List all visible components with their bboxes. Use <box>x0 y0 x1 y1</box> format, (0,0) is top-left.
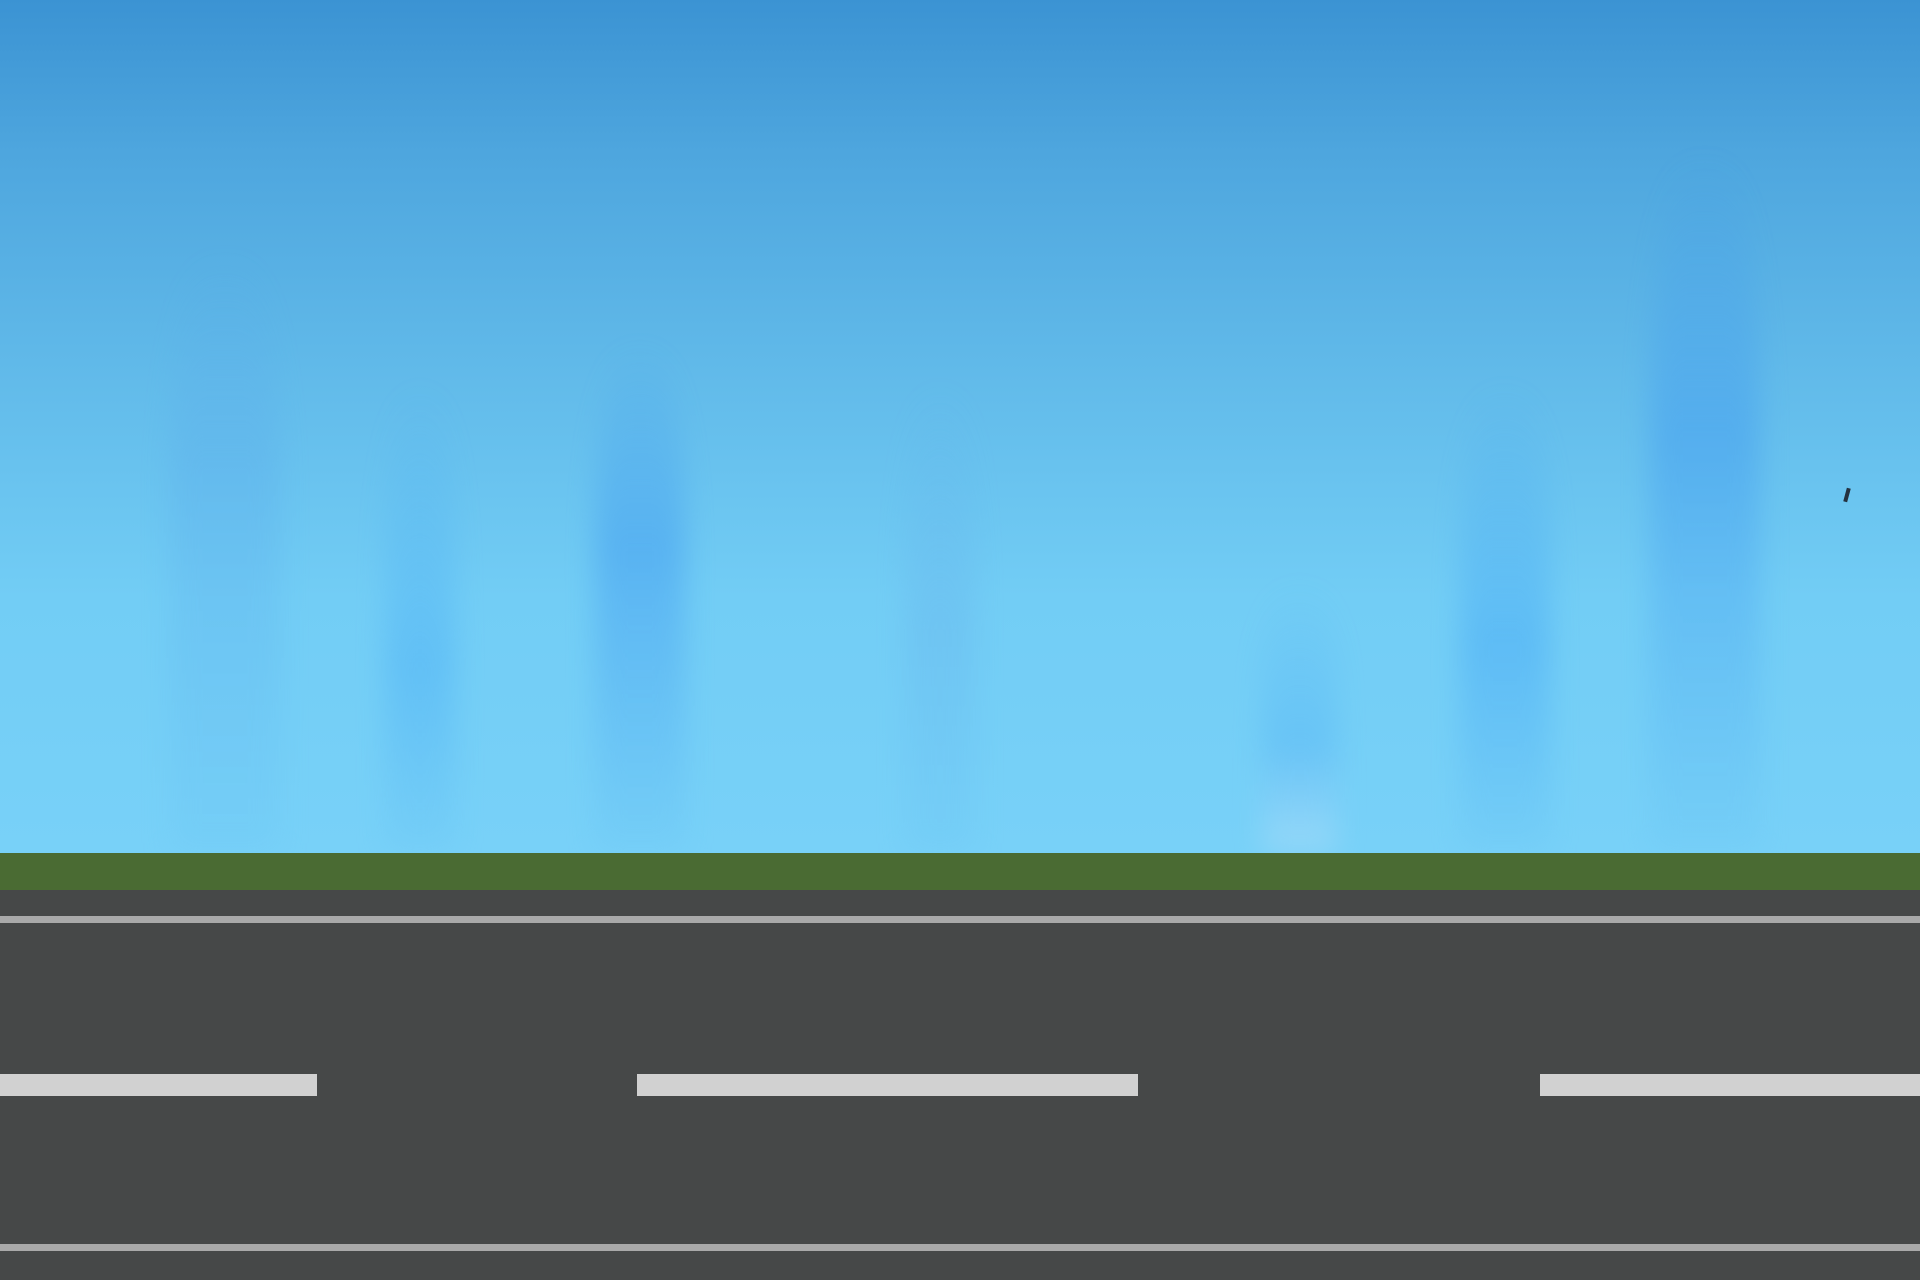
lane-dash <box>1540 1074 1920 1096</box>
distant-building-silhouette <box>1460 383 1550 853</box>
lane-dash <box>0 1074 317 1096</box>
grass-strip <box>0 853 1920 890</box>
sky <box>0 0 1920 853</box>
distant-building-silhouette <box>1650 153 1760 853</box>
lane-dash <box>637 1074 1138 1096</box>
distant-building-silhouette <box>595 343 685 853</box>
distant-building-silhouette <box>1262 583 1337 853</box>
road-edge-line-bottom <box>0 1244 1920 1251</box>
distant-building-silhouette <box>905 383 975 853</box>
road <box>0 890 1920 1280</box>
distant-building-silhouette <box>170 253 280 853</box>
road-edge-line-top <box>0 916 1920 923</box>
bird-icon <box>1843 487 1851 503</box>
distant-building-silhouette <box>385 383 455 853</box>
